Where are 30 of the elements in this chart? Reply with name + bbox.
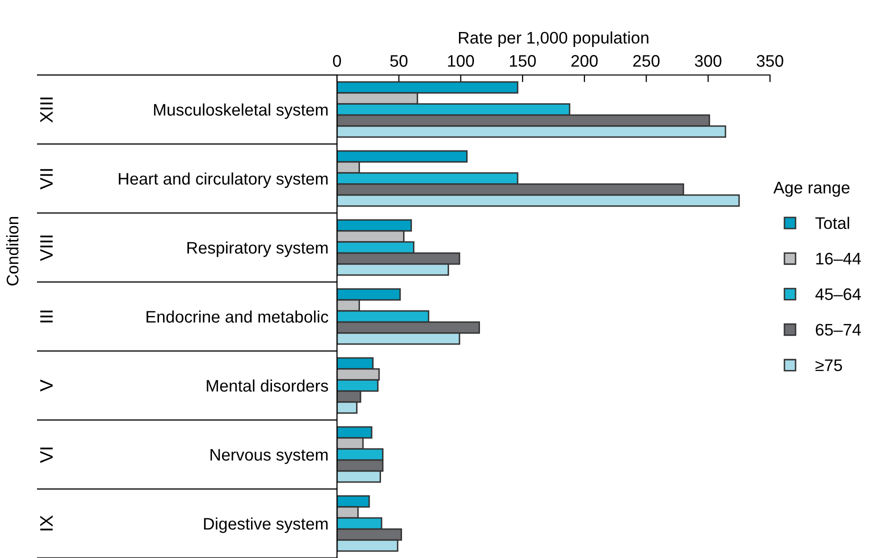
x-tick-label: 300 [694,55,722,67]
text: XIII [40,98,53,123]
x-tick-label: 0 [333,55,341,67]
legend-label: 45–64 [815,288,861,300]
text: VI [40,448,53,463]
legend-title: Age range [773,182,850,197]
x-tick-label: 350 [756,55,784,67]
x-tick-label: 100 [448,55,474,67]
y-tick-label: Heart and circulatory system [118,172,328,188]
x-tick-label: 200 [571,55,598,67]
legend-label: Total [815,216,850,230]
text: VII [40,169,53,190]
y-tick-label: Nervous system [210,449,328,464]
x-tick-label: 250 [633,55,660,67]
x-axis-title: Rate per 1,000 population [458,31,648,47]
text: Condition [6,216,18,286]
legend-label: ≥75 [816,360,842,372]
x-tick-label: 50 [390,55,408,67]
y-tick-label: Musculoskeletal system [154,103,328,119]
y-tick-label: Respiratory system [187,241,328,257]
text: IX [40,515,53,530]
x-tick-label: 150 [510,55,536,67]
y-tick-label: Endocrine and metabolic [146,310,328,323]
legend-label: 65–74 [816,324,861,336]
legend-label: 16–44 [816,252,861,265]
text: VIII [40,236,53,261]
y-tick-label: Digestive system [204,517,328,533]
text: V [40,380,53,392]
text: III [40,310,53,322]
y-tick-label: Mental disorders [206,379,328,392]
